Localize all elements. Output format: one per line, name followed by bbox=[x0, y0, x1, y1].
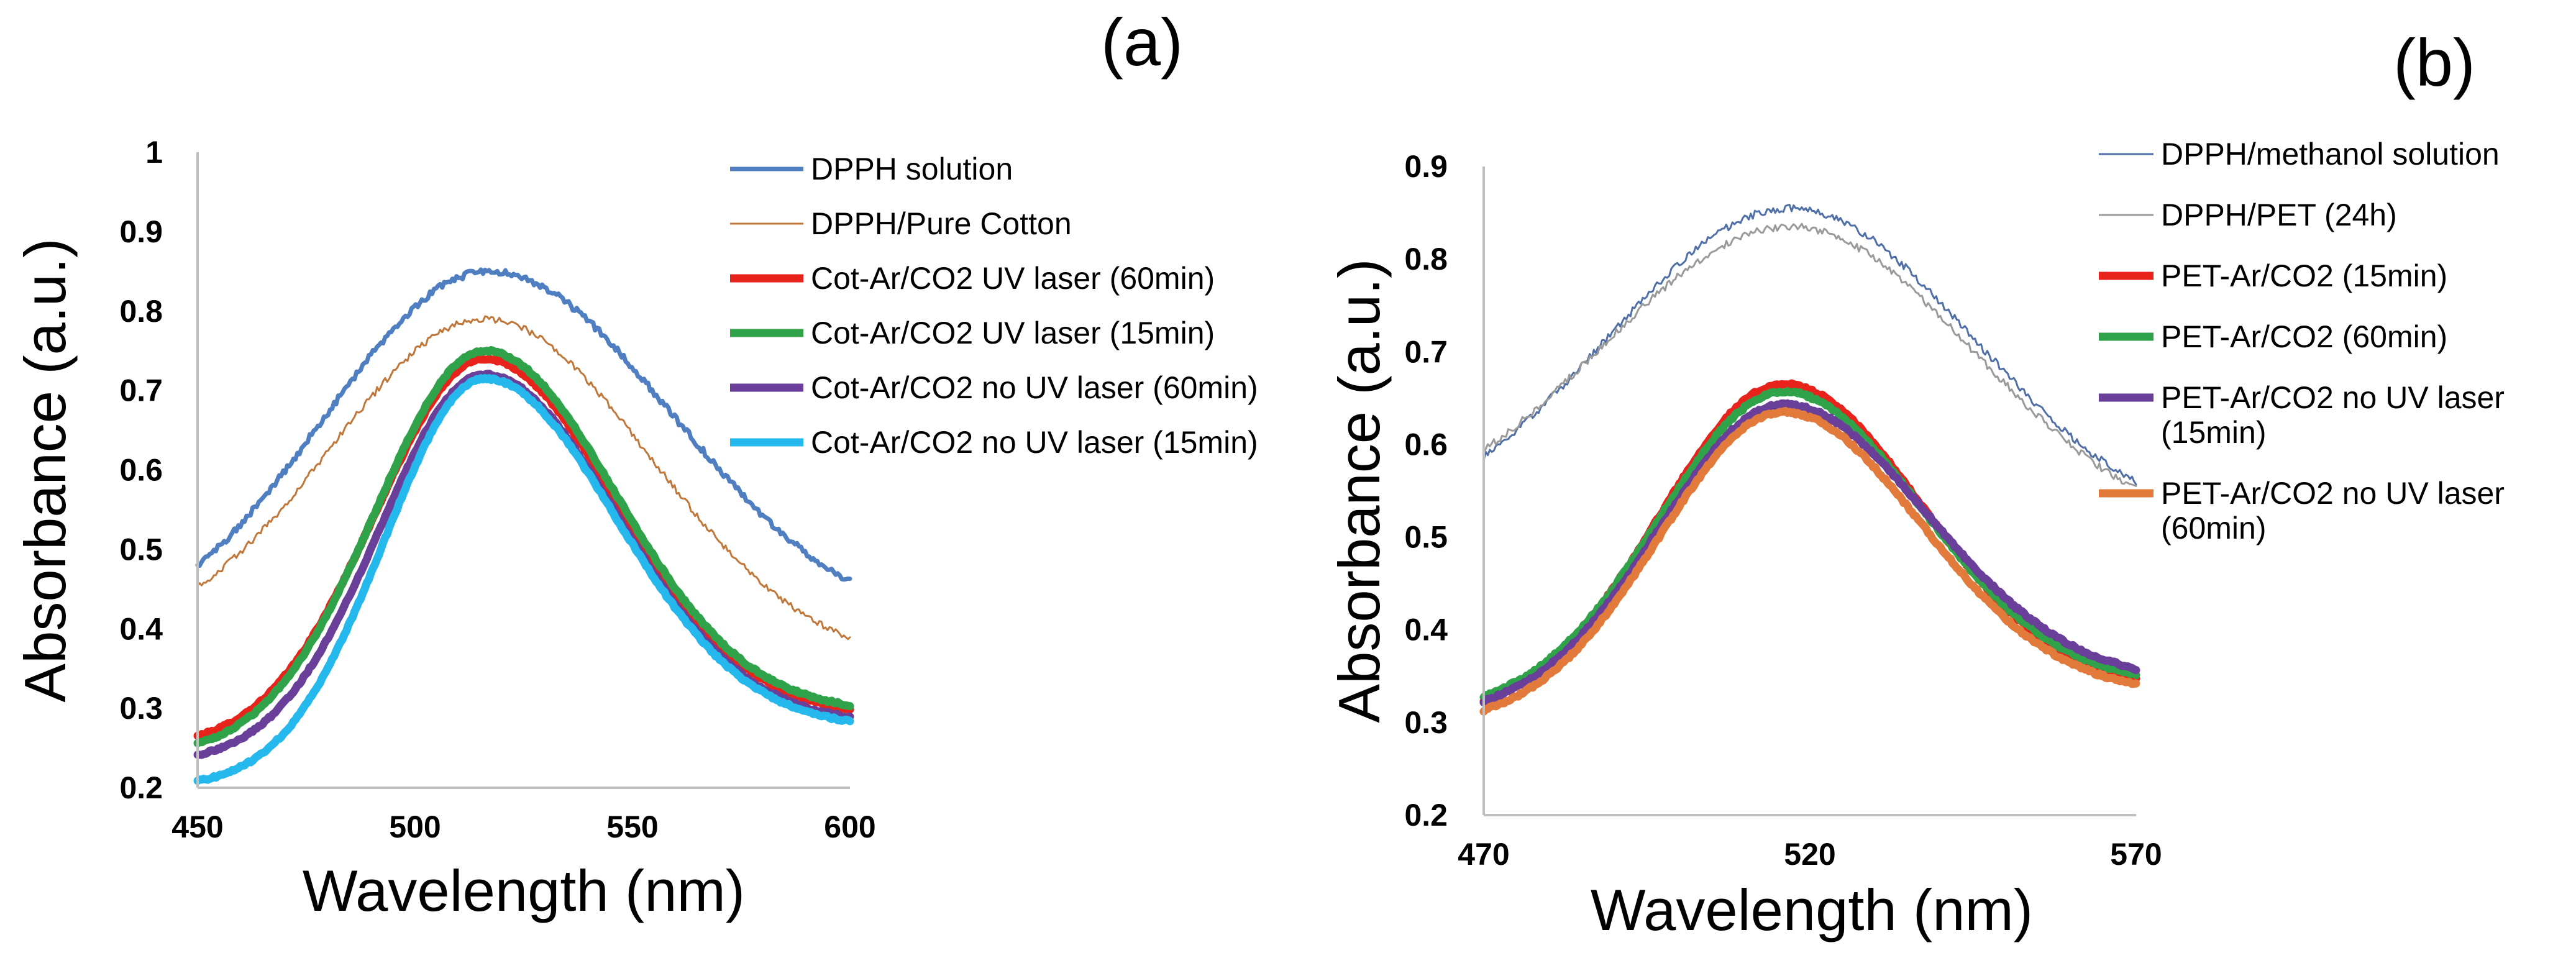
series-line bbox=[196, 315, 851, 641]
panel-b-label: (b) bbox=[2393, 25, 2475, 100]
y-tick-label: 0.2 bbox=[119, 770, 163, 805]
series-line bbox=[1479, 379, 2140, 706]
legend-label: Cot-Ar/CO2 UV laser (15min) bbox=[811, 316, 1215, 350]
panel-a-y-axis-label: Absorbance (a.u.) bbox=[12, 238, 78, 702]
x-tick-label: 570 bbox=[2110, 837, 2162, 872]
panel-a-y-ticks: 0.2 0.3 0.4 0.5 0.6 0.7 0.8 0.9 1 bbox=[119, 135, 163, 805]
series-line bbox=[1479, 406, 2140, 716]
legend-label: DPPH/Pure Cotton bbox=[811, 206, 1072, 241]
panel-a-x-ticks: 450 500 550 600 bbox=[171, 810, 875, 844]
series-line bbox=[195, 267, 852, 582]
x-tick-label: 470 bbox=[1458, 837, 1509, 872]
legend-label: DPPH/methanol solution bbox=[2161, 137, 2500, 171]
y-tick-label: 0.8 bbox=[1404, 242, 1448, 276]
series-line bbox=[1479, 387, 2140, 701]
series-line bbox=[193, 346, 854, 747]
series-line bbox=[1479, 399, 2140, 707]
y-tick-label: 0.6 bbox=[119, 453, 163, 488]
series-line bbox=[1482, 222, 2137, 487]
panel-b-series-group bbox=[1479, 204, 2140, 716]
y-tick-label: 0.8 bbox=[119, 294, 163, 329]
legend-label: DPPH solution bbox=[811, 152, 1013, 186]
y-tick-label: 0.9 bbox=[119, 214, 163, 249]
x-tick-label: 550 bbox=[606, 810, 658, 844]
y-tick-label: 0.7 bbox=[119, 373, 163, 408]
x-tick-label: 600 bbox=[824, 810, 875, 844]
y-tick-label: 0.3 bbox=[119, 691, 163, 726]
panel-b-y-axis-label: Absorbance (a.u.) bbox=[1327, 258, 1392, 723]
legend-label: DPPH/PET (24h) bbox=[2161, 198, 2397, 232]
panel-b-y-ticks: 0.2 0.3 0.4 0.5 0.6 0.7 0.8 0.9 bbox=[1404, 149, 1448, 833]
legend-label: PET-Ar/CO2 no UV laser (15min) bbox=[2161, 380, 2505, 450]
y-tick-label: 0.5 bbox=[119, 532, 163, 567]
panel-b-x-axis-label: Wavelength (nm) bbox=[1591, 877, 2033, 942]
y-tick-label: 0.6 bbox=[1404, 427, 1448, 462]
legend-label: Cot-Ar/CO2 no UV laser (60min) bbox=[811, 370, 1258, 405]
chart-panel-b: (b) 0.2 0.3 0.4 0.5 0.6 0.7 0.8 0.9 470 520 570 W… bbox=[1327, 25, 2505, 942]
x-tick-label: 500 bbox=[389, 810, 441, 844]
legend-label: Cot-Ar/CO2 UV laser (60min) bbox=[811, 261, 1215, 296]
panel-a-label: (a) bbox=[1101, 4, 1183, 80]
panel-a-series-group bbox=[193, 267, 854, 785]
y-tick-label: 0.4 bbox=[1404, 613, 1448, 647]
panel-b-x-ticks: 470 520 570 bbox=[1458, 837, 2162, 872]
y-tick-label: 0.3 bbox=[1404, 705, 1448, 740]
panel-a-x-axis-label: Wavelength (nm) bbox=[303, 858, 745, 923]
panel-a-legend: DPPH solution DPPH/Pure Cotton Cot-Ar/CO2 … bbox=[730, 152, 1258, 460]
chart-panel-a: (a) 0.2 0.3 0.4 0.5 0.6 0.7 0.8 0.9 1 450 500 550 6… bbox=[12, 4, 1258, 923]
y-tick-label: 1 bbox=[145, 135, 163, 170]
y-tick-label: 0.5 bbox=[1404, 520, 1448, 555]
x-tick-label: 520 bbox=[1784, 837, 1835, 872]
panel-b-legend: DPPH/methanol solution DPPH/PET (24h) PET-… bbox=[2099, 137, 2505, 545]
series-line bbox=[193, 374, 854, 785]
y-tick-label: 0.9 bbox=[1404, 149, 1448, 184]
legend-label: Cot-Ar/CO2 no UV laser (15min) bbox=[811, 425, 1258, 460]
x-tick-label: 450 bbox=[171, 810, 223, 844]
y-tick-label: 0.4 bbox=[119, 611, 163, 646]
series-line bbox=[193, 370, 854, 759]
series-line bbox=[1482, 204, 2137, 486]
y-tick-label: 0.2 bbox=[1404, 798, 1448, 833]
legend-label: PET-Ar/CO2 (15min) bbox=[2161, 258, 2447, 293]
y-tick-label: 0.7 bbox=[1404, 334, 1448, 369]
legend-label: PET-Ar/CO2 no UV laser (60min) bbox=[2161, 476, 2505, 545]
legend-label: PET-Ar/CO2 (60min) bbox=[2161, 319, 2447, 354]
